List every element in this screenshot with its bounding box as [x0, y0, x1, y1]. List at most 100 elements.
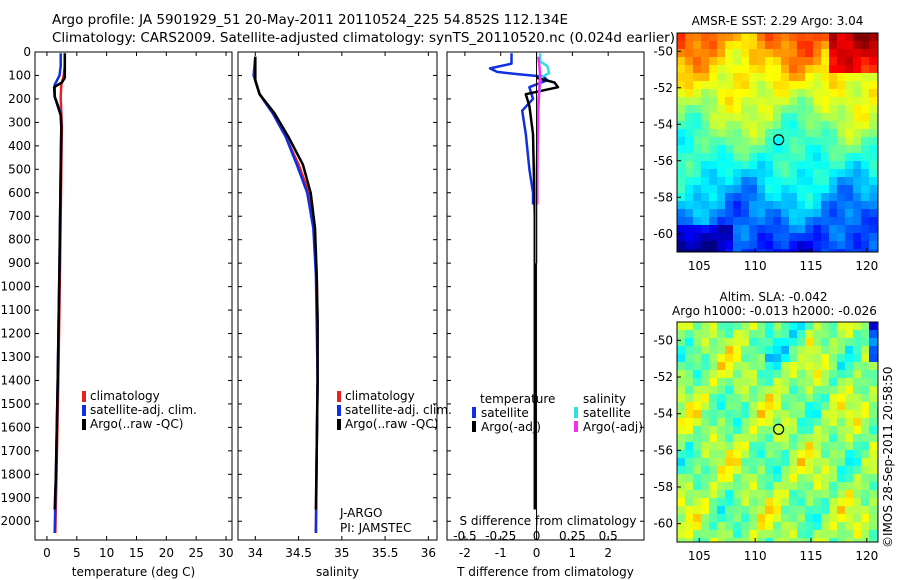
map-cell	[757, 113, 765, 121]
map-cell	[861, 514, 869, 522]
map-y-tick-label: -58	[653, 190, 673, 204]
map-cell	[853, 233, 861, 241]
map-cell	[685, 65, 693, 73]
map-cell	[741, 426, 749, 434]
map-cell	[789, 330, 797, 338]
map-cell	[845, 121, 853, 129]
map-cell	[709, 506, 717, 514]
y-tick-label: 300	[8, 115, 31, 129]
map-cell	[845, 322, 853, 330]
map-cell	[853, 338, 861, 346]
map-cell	[701, 474, 709, 482]
x-tick-label: 5	[73, 546, 81, 560]
map-y-tick-label: -56	[653, 154, 673, 168]
map-cell	[805, 113, 813, 121]
map-cell	[869, 530, 877, 538]
map-cell	[733, 217, 741, 225]
map-cell	[861, 105, 869, 113]
map-cell	[701, 161, 709, 169]
map-cell	[837, 370, 845, 378]
map-cell	[797, 49, 805, 57]
map-cell	[749, 153, 757, 161]
map-cell	[837, 129, 845, 137]
map-cell	[693, 145, 701, 153]
map-cell	[853, 330, 861, 338]
map-cell	[725, 362, 733, 370]
map-cell	[685, 113, 693, 121]
map-cell	[821, 65, 829, 73]
map-cell	[797, 338, 805, 346]
map-cell	[821, 121, 829, 129]
map-cell	[733, 434, 741, 442]
map-cell	[741, 354, 749, 362]
map-cell	[797, 233, 805, 241]
map-cell	[821, 169, 829, 177]
map-cell	[869, 217, 877, 225]
map-cell	[773, 97, 781, 105]
map-cell	[821, 209, 829, 217]
map-cell	[749, 121, 757, 129]
map-cell	[717, 33, 725, 41]
map-cell	[717, 49, 725, 57]
map-cell	[749, 225, 757, 233]
map-cell	[845, 506, 853, 514]
map-cell	[741, 370, 749, 378]
map-cell	[829, 193, 837, 201]
map-cell	[861, 33, 869, 41]
map-cell	[701, 169, 709, 177]
map-cell	[701, 113, 709, 121]
map-cell	[829, 161, 837, 169]
map-cell	[845, 330, 853, 338]
map-cell	[733, 362, 741, 370]
map-cell	[741, 233, 749, 241]
map-cell	[701, 322, 709, 330]
map-cell	[845, 201, 853, 209]
x-tick-label: 25	[189, 546, 204, 560]
map-cell	[765, 233, 773, 241]
map-cell	[741, 65, 749, 73]
map-frame	[676, 32, 879, 253]
map-cell	[837, 498, 845, 506]
map-cell	[677, 225, 685, 233]
map-cell	[701, 137, 709, 145]
map-cell	[725, 426, 733, 434]
map-cell	[757, 89, 765, 97]
map-cell	[797, 153, 805, 161]
map-cell	[845, 370, 853, 378]
map-cell	[741, 81, 749, 89]
map-cell	[821, 129, 829, 137]
map-cell	[733, 354, 741, 362]
map-cell	[829, 153, 837, 161]
map-cell	[741, 73, 749, 81]
map-cell	[709, 137, 717, 145]
map-cell	[693, 105, 701, 113]
map-cell	[709, 434, 717, 442]
map-cell	[685, 81, 693, 89]
map-cell	[741, 105, 749, 113]
map-cell	[813, 498, 821, 506]
x-tick-label: 15	[129, 546, 144, 560]
map-cell	[757, 378, 765, 386]
map-cell	[725, 394, 733, 402]
map-cell	[773, 193, 781, 201]
map-cell	[869, 482, 877, 490]
legend-swatch	[574, 407, 578, 418]
map-cell	[749, 57, 757, 65]
map-cell	[845, 498, 853, 506]
map-cell	[765, 522, 773, 530]
map-cell	[725, 121, 733, 129]
map-cell	[773, 482, 781, 490]
map-cell	[725, 354, 733, 362]
map-cell	[741, 129, 749, 137]
map-cell	[709, 81, 717, 89]
map-cell	[781, 522, 789, 530]
map-cell	[717, 482, 725, 490]
map-cell	[773, 41, 781, 49]
map-cell	[837, 121, 845, 129]
map-cell	[813, 225, 821, 233]
map-cell	[837, 346, 845, 354]
map-cell	[789, 225, 797, 233]
map-cell	[853, 458, 861, 466]
map-cell	[853, 161, 861, 169]
map-cell	[741, 41, 749, 49]
